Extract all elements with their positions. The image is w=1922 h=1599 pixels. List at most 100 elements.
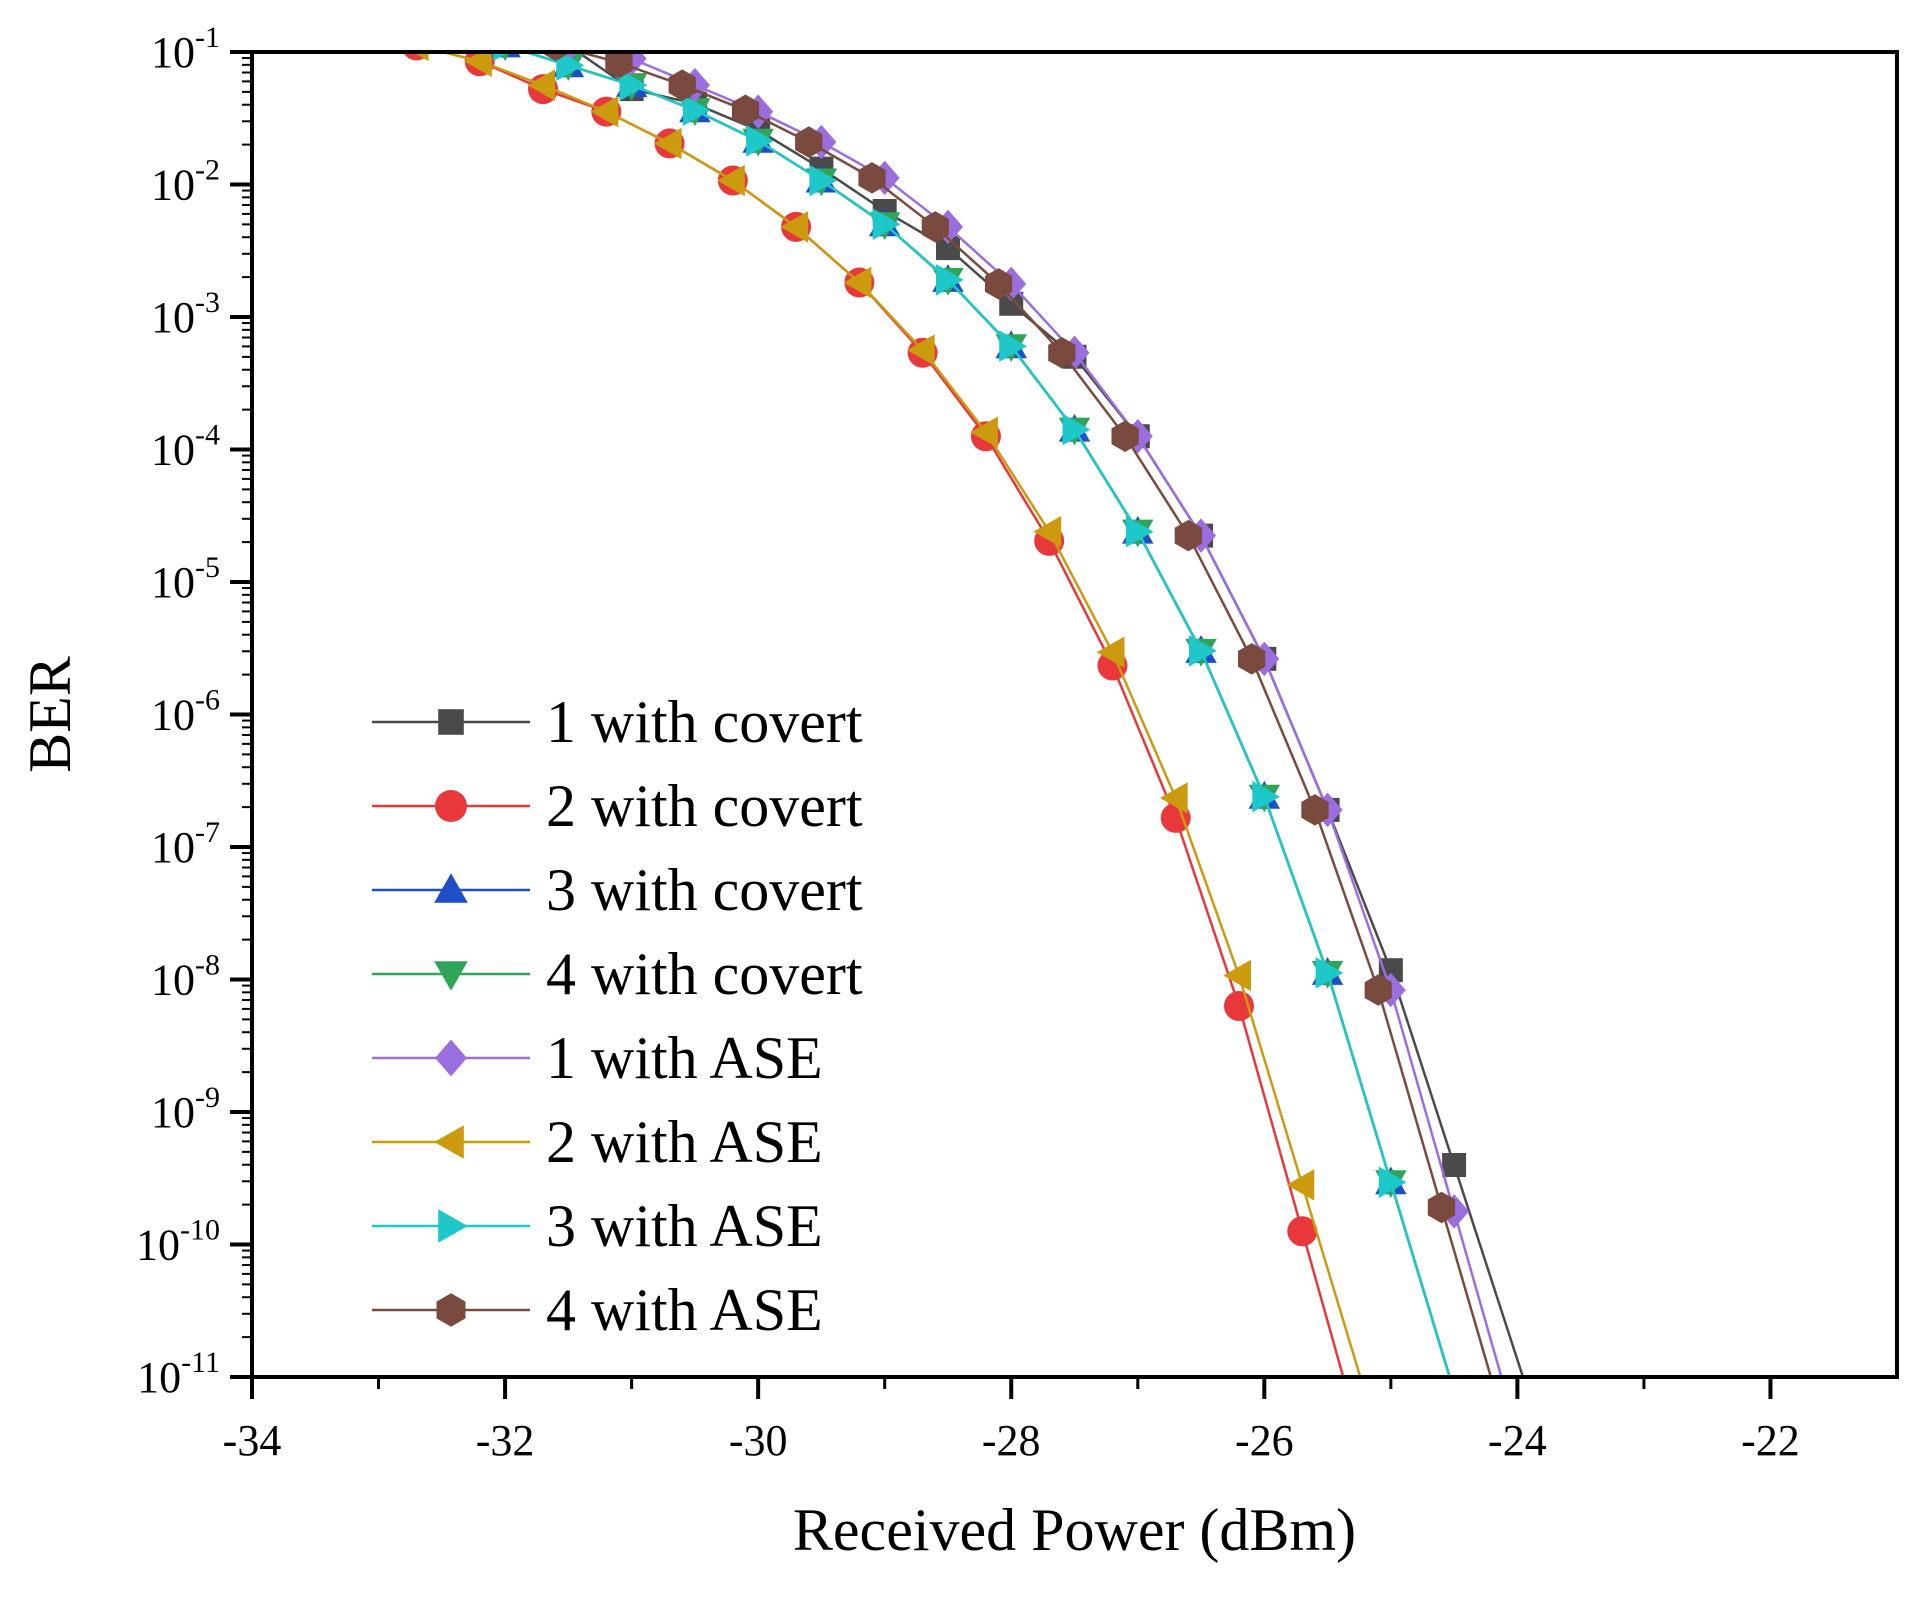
x-tick-label: -24 — [1488, 1416, 1547, 1465]
data-point-2-with-ase — [527, 69, 555, 101]
y-tick-exponent: -4 — [195, 419, 220, 452]
y-tick-exponent: -2 — [195, 154, 220, 187]
data-point-4-with-ase — [1427, 1191, 1456, 1224]
y-tick-label: 10-3 — [151, 286, 220, 342]
data-point-2-with-ase — [1096, 636, 1125, 668]
data-point-3-with-ase — [746, 125, 774, 157]
y-tick-exponent: -3 — [195, 286, 220, 319]
legend-label: 4 with covert — [546, 941, 863, 1007]
legend: 1 with covert 2 with covert 3 with covert 4… — [372, 689, 863, 1343]
data-point-4-with-ase — [1174, 519, 1202, 552]
x-tick-label: -30 — [729, 1416, 788, 1465]
legend-marker-3-with-covert — [434, 873, 468, 903]
y-tick-exponent: -9 — [195, 1081, 220, 1114]
data-point-2-with-ase — [1160, 782, 1188, 814]
y-tick-base: 10 — [151, 28, 195, 77]
legend-item-1-with-covert: 1 with covert — [372, 689, 863, 755]
data-point-2-with-ase — [970, 416, 998, 448]
legend-label: 2 with covert — [546, 773, 863, 839]
legend-label: 2 with ASE — [546, 1109, 823, 1175]
legend-item-4-with-covert: 4 with covert — [372, 941, 863, 1007]
legend-marker-2-with-ase — [434, 1125, 464, 1159]
data-point-2-with-ase — [464, 52, 492, 77]
data-point-4-with-ase — [795, 126, 823, 158]
y-tick-base: 10 — [151, 823, 195, 872]
y-tick-label: 10-4 — [151, 419, 220, 475]
data-point-3-with-ase — [1252, 780, 1281, 813]
data-point-2-with-ase — [906, 334, 935, 366]
legend-label: 3 with covert — [546, 857, 863, 923]
legend-marker-1-with-ase — [435, 1039, 467, 1077]
y-tick-base: 10 — [151, 161, 195, 210]
legend-label: 1 with covert — [546, 689, 863, 755]
y-tick-base: 10 — [136, 1221, 180, 1270]
axes-layer: -34 -32 -30 -28 -26 -24 -2210-110-210-310-410-… — [17, 21, 1899, 1563]
data-point-4-with-ase — [1048, 337, 1076, 369]
y-tick-base: 10 — [151, 956, 195, 1005]
data-point-2-with-covert — [1287, 1216, 1318, 1247]
y-tick-base: 10 — [151, 293, 195, 342]
y-tick-label: 10-5 — [151, 551, 220, 607]
y-tick-exponent: -8 — [195, 949, 220, 982]
legend-item-4-with-ase: 4 with ASE — [372, 1277, 823, 1343]
data-point-3-with-ase — [1189, 635, 1217, 667]
x-tick-label: -34 — [223, 1416, 282, 1465]
data-point-2-with-ase — [780, 211, 809, 243]
y-tick-base: 10 — [137, 1353, 181, 1402]
legend-item-2-with-ase: 2 with ASE — [372, 1109, 823, 1175]
y-tick-exponent: -11 — [181, 1346, 220, 1379]
data-point-3-with-ase — [1125, 515, 1154, 548]
data-point-3-with-ase — [872, 208, 901, 240]
legend-marker-2-with-covert — [435, 790, 467, 822]
series-line-4-with-ase — [575, 52, 1493, 1377]
legend-marker-3-with-ase — [438, 1209, 468, 1243]
y-tick-label: 10-9 — [151, 1081, 220, 1137]
data-point-2-with-ase — [843, 266, 872, 299]
data-point-4-with-ase — [668, 69, 696, 101]
data-point-4-with-ase — [1111, 420, 1139, 452]
y-tick-base: 10 — [151, 558, 195, 607]
data-point-4-with-ase — [542, 52, 570, 62]
y-tick-label: 10-6 — [151, 684, 220, 740]
data-point-2-with-ase — [653, 127, 682, 160]
legend-item-2-with-covert: 2 with covert — [372, 773, 863, 839]
y-tick-exponent: -7 — [195, 816, 220, 849]
data-point-4-with-ase — [1364, 974, 1392, 1006]
data-point-4-with-ase — [605, 52, 633, 79]
series-line-1-with-ase — [593, 52, 1503, 1377]
data-point-3-with-ase — [493, 52, 510, 62]
x-tick-label: -26 — [1235, 1416, 1294, 1465]
data-point-3-with-ase — [556, 52, 585, 81]
y-tick-label: 10-1 — [151, 21, 220, 77]
data-point-3-with-ase — [619, 69, 648, 101]
legend-item-1-with-ase: 1 with ASE — [372, 1025, 823, 1091]
data-point-4-with-ase — [731, 94, 760, 126]
series-2-with-ase — [412, 52, 1362, 1377]
y-tick-base: 10 — [151, 426, 195, 475]
y-tick-exponent: -6 — [195, 684, 220, 717]
y-tick-label: 10-10 — [136, 1214, 220, 1270]
y-tick-label: 10-11 — [137, 1346, 220, 1402]
y-tick-exponent: -1 — [195, 21, 220, 54]
data-point-3-with-ase — [809, 164, 838, 197]
legend-label: 3 with ASE — [546, 1193, 823, 1259]
y-axis-title: BER — [17, 656, 83, 773]
data-point-3-with-ase — [936, 264, 964, 296]
data-point-3-with-ase — [1315, 957, 1344, 989]
legend-marker-1-with-covert — [438, 709, 464, 735]
legend-item-3-with-covert: 3 with covert — [372, 857, 863, 923]
x-axis-title: Received Power (dBm) — [793, 1497, 1356, 1563]
data-point-4-with-ase — [984, 268, 1013, 300]
series-line-3-with-ase — [521, 52, 1451, 1377]
legend-marker-4-with-covert — [434, 961, 468, 991]
y-tick-base: 10 — [151, 1088, 195, 1137]
y-tick-label: 10-8 — [151, 949, 220, 1005]
y-tick-exponent: -5 — [195, 551, 220, 584]
data-point-3-with-ase — [999, 330, 1027, 362]
data-point-1-with-covert — [1442, 1153, 1467, 1177]
legend-item-3-with-ase: 3 with ASE — [372, 1193, 823, 1259]
y-tick-exponent: -10 — [180, 1214, 220, 1247]
data-point-3-with-ase — [682, 94, 711, 126]
data-point-2-with-ase — [1223, 959, 1251, 992]
